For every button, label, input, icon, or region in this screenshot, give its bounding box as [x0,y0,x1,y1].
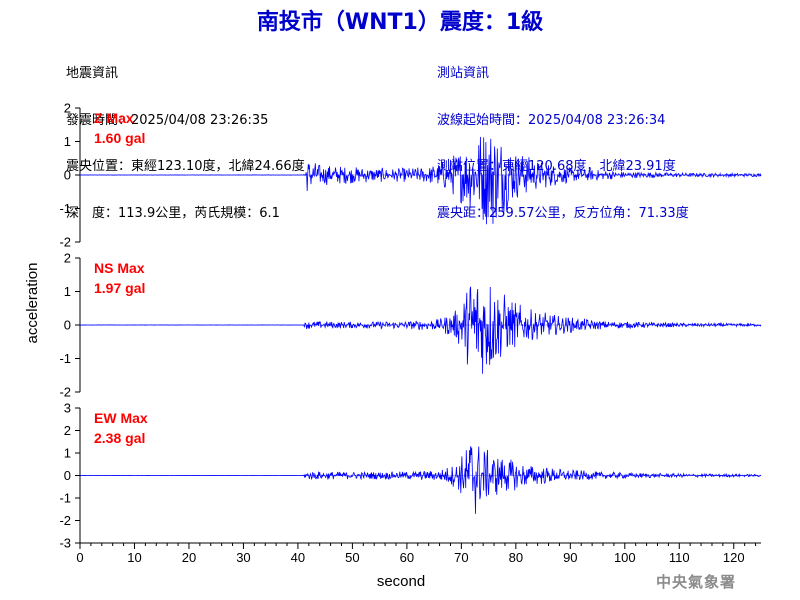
channel-max-label: NS Max [94,260,145,276]
y-tick-label: 2 [64,423,71,438]
channel-max-label: Z Max [94,110,134,126]
y-tick-label: -2 [59,385,71,400]
y-tick-label: -1 [59,201,71,216]
x-tick-label: 40 [291,550,305,565]
waveform-trace-ew [79,446,762,514]
origin-time-text: 發震時間：2025/04/08 23:26:35 [66,112,269,128]
y-tick-label: 0 [64,468,71,483]
y-tick-label: -3 [59,536,71,551]
x-tick-label: 120 [723,550,745,565]
y-tick-label: 0 [64,168,71,183]
waveform-trace-ns [79,286,762,374]
x-tick-label: 90 [563,550,577,565]
station-info-block: 測站資訊 波線起始時間：2025/04/08 23:26:34 測站位置：東經1… [437,35,689,237]
y-axis-title: acceleration [24,263,41,344]
x-tick-label: 70 [454,550,468,565]
x-tick-label: 20 [182,550,196,565]
cwa-logo-text: 中央氣象署 [656,573,737,591]
y-tick-label: 2 [64,101,71,116]
channel-max-value: 2.38 gal [94,430,145,446]
channel-max-label: EW Max [94,410,148,426]
y-tick-label: -1 [59,351,71,366]
channel-max-value: 1.60 gal [94,130,145,146]
wave-start-text: 波線起始時間：2025/04/08 23:26:34 [437,112,666,128]
y-tick-label: 1 [64,284,71,299]
quake-info-heading: 地震資訊 [66,66,119,81]
y-tick-label: -2 [59,235,71,250]
distance-azimuth-text: 震央距：259.57公里，反方位角：71.33度 [437,205,689,221]
epicenter-text: 震央位置：東經123.10度，北緯24.66度 [66,159,305,174]
x-tick-label: 100 [614,550,636,565]
x-tick-label: 30 [236,550,250,565]
y-tick-label: -2 [59,513,71,528]
page-title: 南投市（WNT1）震度：1級 [256,10,544,35]
depth-magnitude-text: 深 度：113.9公里，芮氏規模：6.1 [66,205,280,221]
y-tick-label: 2 [64,251,71,266]
x-tick-label: 60 [400,550,414,565]
x-tick-label: 0 [76,550,83,565]
y-tick-label: 1 [64,134,71,149]
x-tick-label: 110 [669,550,690,565]
y-tick-label: -1 [59,491,71,506]
y-tick-label: 3 [64,401,71,416]
channel-max-value: 1.97 gal [94,280,145,296]
y-tick-label: 1 [64,446,71,461]
x-tick-label: 50 [345,550,359,565]
waveform-trace-z [79,136,762,225]
x-tick-label: 10 [127,550,141,565]
x-axis-title: second [377,573,425,590]
station-info-heading: 測站資訊 [437,66,490,81]
x-tick-label: 80 [509,550,523,565]
y-tick-label: 0 [64,318,71,333]
quake-info-block: 地震資訊 發震時間：2025/04/08 23:26:35 震央位置：東經123… [66,35,305,237]
